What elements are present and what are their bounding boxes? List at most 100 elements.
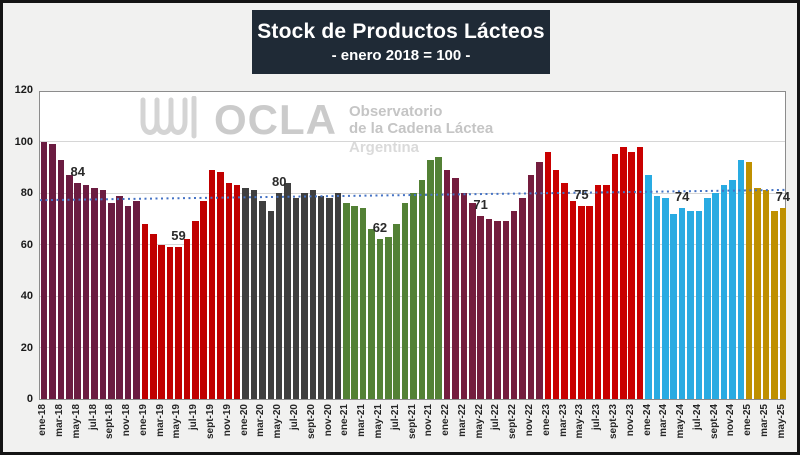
bar-may-25 xyxy=(779,208,787,399)
bar-ago-23 xyxy=(603,185,610,399)
bar-abr-25 xyxy=(771,211,778,399)
y-tick-0: 0 xyxy=(26,393,33,405)
bar-nov-24 xyxy=(729,180,736,399)
data-label-may-18: 84 xyxy=(70,163,85,179)
x-tick-sept-21: sept-21 xyxy=(406,404,418,440)
x-tick-nov-23: nov-23 xyxy=(624,404,636,437)
bar-nov-18 xyxy=(124,205,132,399)
bar-mar-23 xyxy=(561,182,568,399)
x-tick-jul-22: jul-22 xyxy=(490,404,502,431)
x-tick-jul-23: jul-23 xyxy=(591,404,603,431)
bar-may-18 xyxy=(74,182,82,399)
y-tick-40: 40 xyxy=(20,290,33,302)
bar-may-24 xyxy=(678,208,686,399)
bar-oct-21 xyxy=(418,180,426,399)
bar-oct-23 xyxy=(620,146,627,399)
x-tick-mar-23: mar-23 xyxy=(557,404,569,437)
x-tick-may-18: may-18 xyxy=(70,404,82,439)
ocla-logo-text: OCLA xyxy=(214,96,337,143)
bar-oct-22 xyxy=(519,198,526,399)
x-tick-may-22: may-22 xyxy=(473,404,485,439)
x-tick-mar-21: mar-21 xyxy=(356,404,368,437)
x-tick-ene-22: ene-22 xyxy=(440,404,452,436)
bar-ene-23 xyxy=(544,151,552,399)
bar-sept-24 xyxy=(712,193,719,399)
bar-ago-18 xyxy=(99,190,107,399)
bar-feb-20 xyxy=(250,190,258,399)
bar-nov-23 xyxy=(628,151,635,399)
chart-subtitle: - enero 2018 = 100 - xyxy=(331,47,471,64)
bar-jun-20 xyxy=(284,182,291,399)
y-tick-80: 80 xyxy=(20,187,33,199)
x-tick-jul-19: jul-19 xyxy=(188,404,200,431)
bar-jul-24 xyxy=(695,211,703,399)
x-tick-ene-21: ene-21 xyxy=(339,404,351,436)
bar-ene-18 xyxy=(40,141,48,399)
x-tick-ene-23: ene-23 xyxy=(540,404,552,436)
bar-jul-21 xyxy=(393,223,400,399)
bar-ago-21 xyxy=(401,203,409,399)
bar-jul-18 xyxy=(91,187,98,399)
bar-oct-19 xyxy=(217,172,224,399)
x-tick-sept-19: sept-19 xyxy=(205,404,217,440)
bar-ago-20 xyxy=(301,193,308,399)
plot-area: OCLA Observatorio de la Cadena Láctea Ar… xyxy=(39,91,790,400)
bar-mar-25 xyxy=(762,190,770,399)
bar-dic-18 xyxy=(133,200,140,399)
chart-title: Stock de Productos Lácteos xyxy=(257,20,545,43)
bar-jun-23 xyxy=(586,205,594,399)
bar-dic-22 xyxy=(536,162,543,399)
bar-jun-21 xyxy=(385,236,392,399)
bar-mar-20 xyxy=(259,200,266,399)
bar-dic-24 xyxy=(737,159,745,399)
x-tick-jul-18: jul-18 xyxy=(87,404,99,431)
bar-dic-19 xyxy=(233,185,241,399)
bar-mar-24 xyxy=(662,198,669,399)
data-label-may-19: 59 xyxy=(171,228,186,244)
bar-feb-21 xyxy=(351,205,358,399)
x-tick-nov-21: nov-21 xyxy=(423,404,435,437)
bar-feb-25 xyxy=(754,187,761,399)
bar-jun-24 xyxy=(687,211,694,399)
bar-mar-22 xyxy=(460,193,468,399)
bar-oct-24 xyxy=(720,185,728,399)
bar-dic-21 xyxy=(435,156,442,399)
data-label-may-21: 62 xyxy=(372,220,388,236)
x-tick-mar-20: mar-20 xyxy=(255,404,267,437)
x-tick-may-23: may-23 xyxy=(574,404,586,439)
x-tick-sept-18: sept-18 xyxy=(104,404,116,440)
bar-abr-20 xyxy=(267,211,275,399)
bar-sept-20 xyxy=(309,190,317,399)
y-tick-60: 60 xyxy=(20,238,33,251)
bar-ene-20 xyxy=(242,187,249,399)
bar-may-21 xyxy=(376,239,384,399)
bar-abr-24 xyxy=(670,213,677,399)
data-label-may-23: 75 xyxy=(574,186,589,202)
chart-title-box: Stock de Productos Lácteos - enero 2018 … xyxy=(252,10,550,74)
x-tick-mar-22: mar-22 xyxy=(456,404,468,437)
x-tick-ene-19: ene-19 xyxy=(137,404,149,436)
bar-mar-21 xyxy=(359,208,367,399)
bar-oct-20 xyxy=(317,195,325,399)
bar-oct-18 xyxy=(116,195,123,399)
bar-jun-18 xyxy=(82,185,90,399)
bar-sept-21 xyxy=(410,193,417,399)
bar-jul-20 xyxy=(292,198,300,399)
bar-nov-21 xyxy=(427,159,434,399)
x-tick-ene-18: ene-18 xyxy=(37,404,49,436)
x-tick-mar-24: mar-24 xyxy=(658,404,670,437)
bar-abr-19 xyxy=(166,247,174,399)
x-tick-jul-24: jul-24 xyxy=(691,404,703,431)
bar-feb-24 xyxy=(653,195,661,399)
bar-ene-21 xyxy=(343,203,350,399)
ocla-logo-icon xyxy=(140,96,197,139)
bar-dic-23 xyxy=(636,146,644,399)
bar-ago-24 xyxy=(703,198,711,399)
x-tick-mar-19: mar-19 xyxy=(154,404,166,437)
data-label-may-24: 74 xyxy=(674,189,690,205)
bar-feb-23 xyxy=(552,169,560,399)
x-tick-ene-24: ene-24 xyxy=(641,404,653,436)
x-tick-nov-19: nov-19 xyxy=(221,404,233,437)
x-tick-mar-18: mar-18 xyxy=(53,404,65,437)
